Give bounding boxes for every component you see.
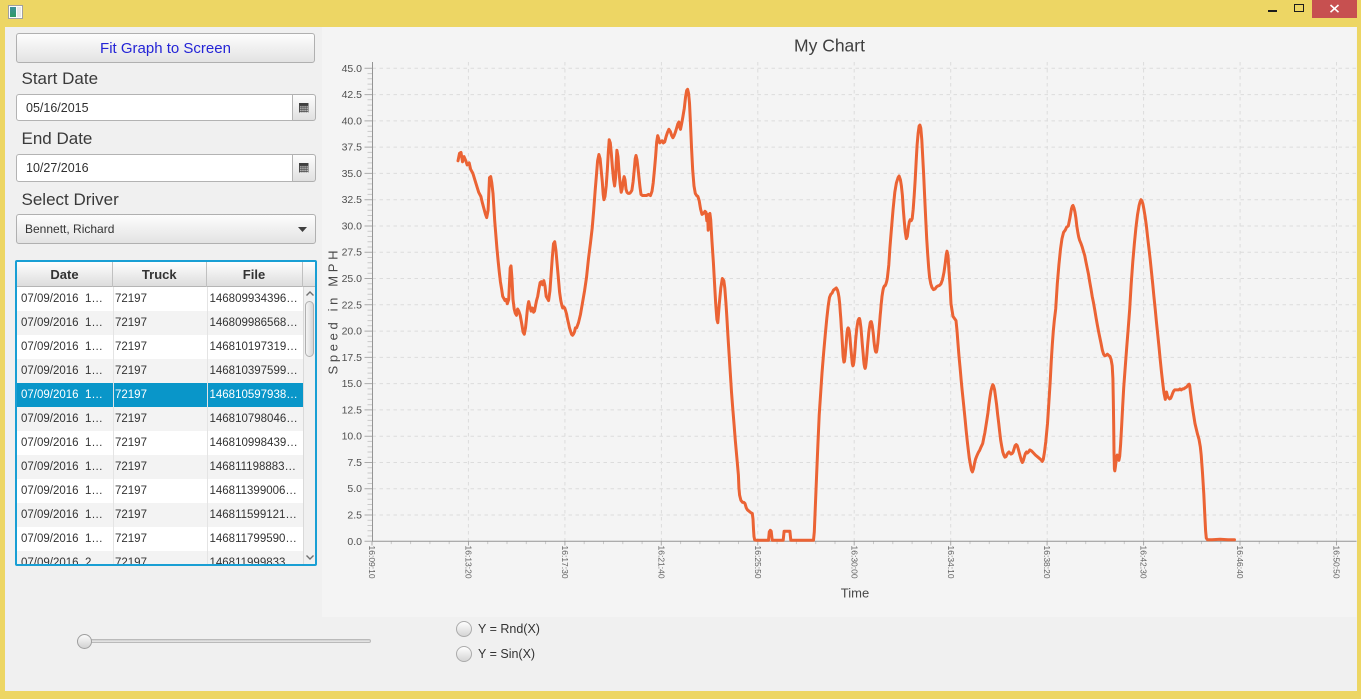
- svg-text:45.0: 45.0: [342, 63, 363, 75]
- svg-text:25.0: 25.0: [342, 273, 363, 285]
- svg-text:10.0: 10.0: [342, 431, 363, 443]
- svg-text:16:13:20: 16:13:20: [464, 546, 474, 579]
- svg-text:17.5: 17.5: [342, 352, 363, 364]
- svg-text:37.5: 37.5: [342, 142, 363, 154]
- svg-text:16:42:30: 16:42:30: [1139, 546, 1149, 579]
- svg-text:12.5: 12.5: [342, 404, 363, 416]
- svg-text:40.0: 40.0: [342, 115, 363, 127]
- svg-text:16:21:40: 16:21:40: [657, 546, 667, 579]
- svg-text:32.5: 32.5: [342, 194, 363, 206]
- svg-text:16:46:40: 16:46:40: [1235, 546, 1245, 579]
- svg-text:Time: Time: [841, 586, 869, 601]
- svg-text:16:25:50: 16:25:50: [753, 546, 763, 579]
- svg-text:16:34:10: 16:34:10: [946, 546, 956, 579]
- svg-text:16:38:20: 16:38:20: [1042, 546, 1052, 579]
- svg-text:42.5: 42.5: [342, 89, 363, 101]
- svg-text:27.5: 27.5: [342, 247, 363, 259]
- svg-text:16:50:50: 16:50:50: [1332, 546, 1342, 579]
- svg-text:My Chart: My Chart: [794, 36, 865, 56]
- svg-text:16:09:10: 16:09:10: [367, 546, 377, 579]
- svg-text:22.5: 22.5: [342, 299, 363, 311]
- svg-text:16:17:30: 16:17:30: [560, 546, 570, 579]
- svg-text:5.0: 5.0: [347, 483, 362, 495]
- svg-text:2.5: 2.5: [347, 510, 362, 522]
- svg-text:30.0: 30.0: [342, 221, 363, 233]
- svg-text:20.0: 20.0: [342, 326, 363, 338]
- svg-text:0.0: 0.0: [347, 536, 362, 548]
- svg-text:15.0: 15.0: [342, 378, 363, 390]
- svg-text:16:30:00: 16:30:00: [849, 546, 859, 579]
- svg-text:7.5: 7.5: [347, 457, 362, 469]
- svg-text:35.0: 35.0: [342, 168, 363, 180]
